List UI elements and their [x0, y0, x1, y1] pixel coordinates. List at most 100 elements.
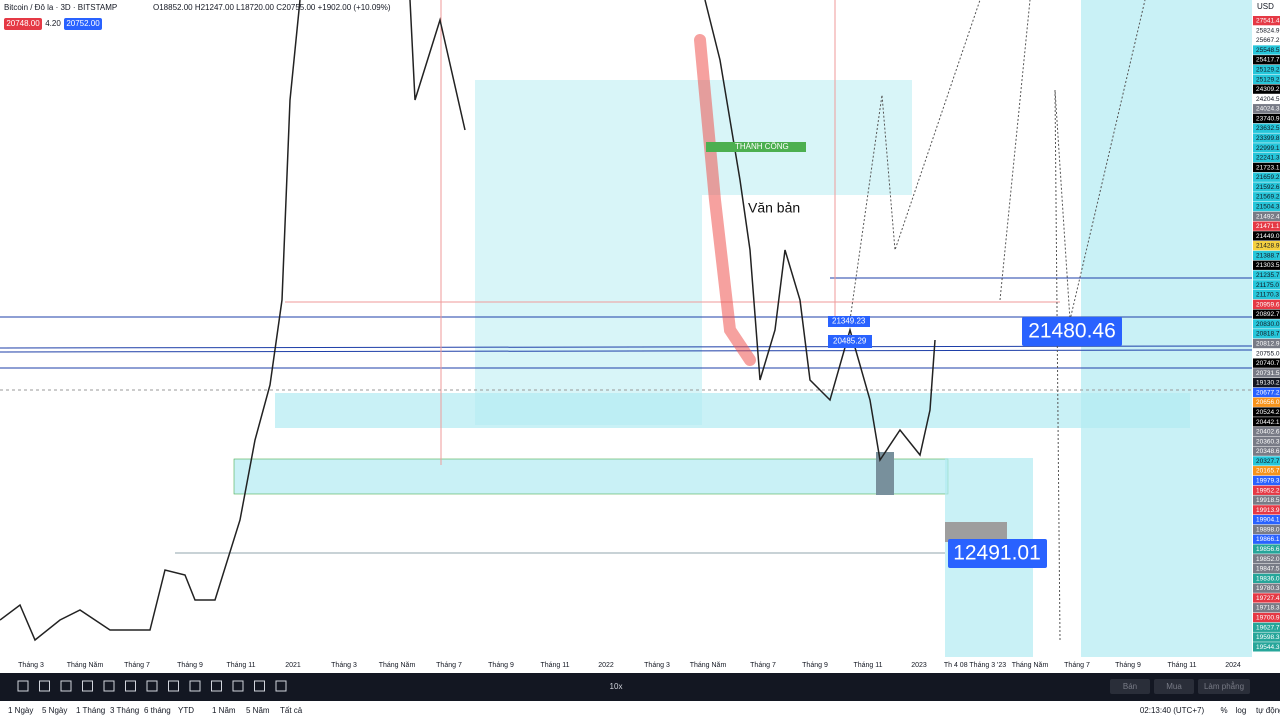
price-label: 24309.2 — [1256, 86, 1280, 93]
price-label: 19130.2 — [1256, 380, 1280, 387]
price-label-box — [1253, 104, 1280, 114]
price-label-box — [1253, 231, 1280, 241]
sell-label[interactable]: Bán — [1123, 682, 1137, 691]
success-text: THÀNH CÔNG — [735, 142, 789, 151]
buy-button[interactable] — [1154, 679, 1194, 694]
drawing-tool[interactable] — [168, 680, 179, 692]
price-label: 21569.2 — [1256, 194, 1280, 201]
range-button[interactable]: Tất cả — [280, 706, 303, 715]
price-label-box — [1253, 397, 1280, 407]
target-text: 12491.01 — [953, 542, 1041, 565]
price-label: 25824.9 — [1256, 27, 1280, 34]
time-label: Tháng Năm — [379, 662, 416, 669]
price-label-box — [1253, 456, 1280, 466]
buy-label[interactable]: Mua — [1166, 682, 1182, 691]
price-label: 20755.0 — [1256, 350, 1280, 357]
flatten-label[interactable]: Làm phẳng — [1204, 682, 1244, 691]
price-label-box — [1253, 407, 1280, 417]
time-label: Tháng 7 — [124, 662, 150, 669]
price-label: 19836.0 — [1256, 575, 1280, 582]
time-label: Tháng 9 — [1115, 662, 1141, 669]
price-label-box — [1253, 192, 1280, 202]
price-label-box — [1253, 466, 1280, 476]
drawing-tool[interactable] — [275, 680, 287, 692]
drawing-tool[interactable] — [60, 680, 72, 692]
drawing-tool[interactable] — [39, 680, 50, 692]
range-button[interactable]: 1 Năm — [212, 706, 236, 715]
auto-toggle[interactable]: tự động — [1256, 706, 1280, 715]
drawing-tool[interactable] — [254, 680, 265, 692]
range-button[interactable]: 1 Ngày — [8, 706, 33, 715]
range-button[interactable]: 6 tháng — [144, 706, 171, 715]
zones — [233, 0, 1252, 657]
ohlc: O18852.00 H21247.00 L18720.00 C20755.00 … — [153, 3, 391, 12]
price-label: 20740.7 — [1256, 360, 1280, 367]
price-label-box — [1253, 309, 1280, 319]
price-label-box — [1253, 143, 1280, 153]
price-label-box — [1253, 133, 1280, 143]
price-label-box — [1253, 387, 1280, 398]
drawing-tool[interactable] — [232, 680, 244, 692]
replay-speed[interactable]: 10x — [610, 682, 623, 691]
price-label: 21471.1 — [1256, 223, 1280, 230]
time-label: Tháng 7 — [750, 662, 776, 669]
symbol: Bitcoin / Đô la · 3D · BITSTAMP — [4, 3, 117, 12]
percent-toggle[interactable]: % — [1220, 706, 1227, 715]
price-label-box — [1253, 162, 1280, 173]
price-tag-text: 20485.29 — [833, 337, 867, 346]
range-button[interactable]: 1 Tháng — [76, 706, 105, 715]
price-label: 25129.2 — [1256, 67, 1280, 74]
price-label: 25667.2 — [1256, 37, 1280, 44]
price-label: 20677.2 — [1256, 389, 1280, 396]
currency: USD — [1257, 2, 1274, 11]
time-label: Tháng 9 — [488, 662, 514, 669]
sell-box[interactable] — [4, 18, 42, 30]
drawing-tool[interactable] — [189, 680, 201, 692]
time-axis — [0, 657, 1280, 673]
price-tag — [828, 335, 872, 348]
drawing-tool[interactable] — [125, 680, 136, 692]
sell-button[interactable] — [1110, 679, 1150, 694]
price-path — [0, 0, 936, 642]
drawing-tool[interactable] — [17, 680, 29, 692]
price-label-box — [1253, 573, 1280, 584]
drawing-tool[interactable] — [82, 680, 93, 692]
price-label: 19913.9 — [1256, 507, 1280, 514]
time-label: Tháng 11 — [540, 662, 569, 669]
time-label: 2023 — [911, 662, 927, 669]
price-label-box — [1253, 417, 1280, 427]
price-label: 20731.5 — [1256, 370, 1280, 377]
price-label: 21492.4 — [1256, 213, 1280, 220]
price-label: 21388.7 — [1256, 252, 1280, 259]
price-label: 20327.7 — [1256, 458, 1280, 465]
price-label-box — [1253, 260, 1280, 270]
log-toggle[interactable]: log — [1236, 706, 1247, 715]
status-bar — [0, 701, 1280, 719]
price-label-box — [1253, 211, 1280, 221]
drawing-tool[interactable] — [103, 680, 115, 692]
price-label-box — [1253, 182, 1280, 192]
price-label-box — [1253, 123, 1280, 133]
target-badge — [1022, 317, 1122, 346]
price-label: 21504.3 — [1256, 204, 1280, 211]
range-button[interactable]: 5 Năm — [246, 706, 270, 715]
price-label-box — [1253, 475, 1280, 486]
price-label-box — [1253, 446, 1280, 456]
flatten-button[interactable] — [1198, 679, 1250, 694]
buy-price[interactable]: 20752.00 — [66, 19, 100, 28]
price-label: 22241.3 — [1256, 155, 1280, 162]
drawing-tool[interactable] — [211, 680, 222, 692]
range-button[interactable]: 5 Ngày — [42, 706, 67, 715]
range-button[interactable]: YTD — [178, 706, 194, 715]
range-button[interactable]: 3 Tháng — [110, 706, 139, 715]
price-label-box — [1253, 319, 1280, 329]
price-label: 20402.6 — [1256, 429, 1280, 436]
time-label: Tháng 3 — [644, 662, 670, 669]
price-label-box — [1253, 329, 1280, 339]
drawing-tool[interactable] — [146, 680, 158, 692]
sell-price[interactable]: 20748.00 — [6, 19, 40, 28]
buy-box[interactable] — [64, 18, 102, 30]
price-label: 19718.3 — [1256, 605, 1280, 612]
price-label: 21235.7 — [1256, 272, 1280, 279]
